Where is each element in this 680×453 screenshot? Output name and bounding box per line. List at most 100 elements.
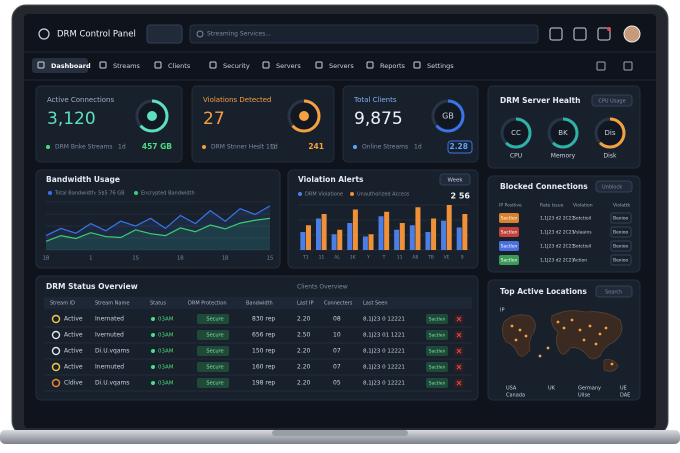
filter-dropdown[interactable]	[591, 94, 633, 107]
action-chip[interactable]	[426, 378, 448, 388]
tab-label: Clients Overview	[297, 284, 348, 291]
action-chip[interactable]	[426, 362, 448, 372]
toggle-button[interactable]	[146, 24, 183, 44]
x-tick-label: 11	[319, 255, 325, 261]
status-dot	[151, 333, 155, 337]
table-cell: 1,1J23 d2 2C21	[540, 244, 575, 250]
location-dot	[594, 342, 598, 346]
icon-button[interactable]	[597, 27, 611, 41]
table-header: Violation	[573, 203, 593, 209]
x-tick-label: 1S	[267, 256, 273, 262]
connections: 10	[333, 332, 341, 339]
status-dot	[151, 381, 155, 385]
nav-item: Clients	[168, 62, 191, 70]
row-dropdown[interactable]	[610, 226, 632, 238]
location-label: USA	[506, 386, 517, 392]
icon-button[interactable]	[596, 61, 606, 71]
stream-status: Cldive	[64, 380, 83, 387]
stat-label: Active Connections	[47, 96, 114, 104]
stat-sub: DRM Bnke Streams	[55, 144, 113, 151]
x-tick-label: AL	[334, 255, 340, 261]
gauge-label: Memory	[551, 153, 576, 160]
table-cell: Sactlen	[501, 244, 518, 250]
status-time: 03AM	[158, 333, 174, 339]
notification-dot	[607, 27, 611, 31]
bandwidth: 150 rep	[252, 348, 275, 355]
delete-x	[456, 364, 462, 370]
last-seen: 8,1J23 01 1221	[363, 333, 405, 339]
x-tick-label: T1	[302, 255, 309, 261]
secure-label: Secure	[206, 349, 223, 355]
stat-icon	[299, 111, 309, 121]
stat-extra: 457 GB	[142, 142, 172, 151]
location-dot	[524, 334, 528, 338]
legend-label: DRM Violatione	[305, 192, 343, 198]
x-tick-label: 1B	[222, 256, 229, 262]
legend-label: Total Bandwidth: 5$5 76 GB	[54, 191, 125, 197]
icon-button[interactable]	[623, 61, 633, 71]
location-dot	[556, 320, 560, 324]
last-seen: 8,1J23 0 12221	[363, 349, 405, 355]
legend-dot	[48, 191, 52, 195]
status-time: 03AM	[158, 365, 174, 371]
action-chip[interactable]	[426, 330, 448, 340]
location-label: Canada	[506, 393, 525, 399]
table-header: Rate Issue	[540, 203, 564, 209]
secure-label: Secure	[206, 317, 223, 323]
action-chip[interactable]	[426, 314, 448, 324]
action-chip[interactable]	[426, 346, 448, 356]
row-dropdown[interactable]	[610, 254, 632, 266]
x-tick-label: 1	[89, 256, 92, 262]
bar	[362, 236, 368, 250]
table-header: Violattk	[613, 203, 631, 209]
location-label: UE	[620, 386, 627, 392]
secure-label: Secure	[206, 381, 223, 387]
filter-dropdown[interactable]	[595, 180, 633, 193]
bar	[456, 227, 462, 250]
nav-item: Streams	[113, 62, 141, 70]
table-cell: Vslaains	[573, 230, 592, 236]
table-cell: Bexioo	[613, 216, 628, 222]
location-dot	[518, 328, 522, 332]
status-chip	[499, 227, 519, 237]
table-header: Last Seen	[363, 301, 388, 307]
bar	[347, 223, 353, 250]
stat-ring-arc	[431, 99, 465, 133]
x-tick-label: VE	[444, 255, 450, 261]
location-label: IP	[500, 308, 505, 314]
card-title: Violation Alerts	[298, 175, 364, 184]
card	[35, 169, 281, 269]
status-chip	[499, 213, 519, 223]
row-dropdown[interactable]	[610, 212, 632, 224]
search-box[interactable]	[189, 24, 539, 44]
stream-icon	[51, 378, 61, 388]
bandwidth: 830 rep	[252, 316, 275, 323]
gauge-code: CC	[511, 129, 521, 137]
stat-ring-arc	[287, 99, 321, 133]
app-title: DRM Control Panel	[57, 30, 136, 40]
bar	[394, 229, 400, 250]
status-chip	[499, 255, 519, 265]
x-tick-label: 1K	[350, 255, 357, 261]
delete-x	[456, 332, 462, 338]
location-label: UK	[548, 386, 556, 392]
x-tick-label: T	[382, 255, 386, 261]
filter-dropdown[interactable]	[595, 285, 633, 298]
x-tick-label: 1B	[43, 256, 50, 262]
x-tick-label: A8	[412, 255, 418, 261]
delete-x	[456, 316, 462, 322]
icon-button[interactable]	[573, 27, 587, 41]
icon-button[interactable]	[549, 27, 563, 41]
table-header: Bandwidth	[246, 301, 273, 307]
bar	[415, 207, 421, 250]
secure-label: Secure	[206, 333, 223, 339]
filter-label: CPU Usage	[598, 99, 625, 105]
connections: 07	[333, 364, 341, 371]
x-tick-label: 11	[397, 255, 403, 261]
avatar[interactable]	[623, 25, 641, 43]
week-button[interactable]	[439, 173, 471, 186]
stream-status: Active	[64, 316, 83, 323]
bar	[305, 225, 311, 250]
table-cell: Sactlen	[501, 216, 518, 222]
row-dropdown[interactable]	[610, 240, 632, 252]
